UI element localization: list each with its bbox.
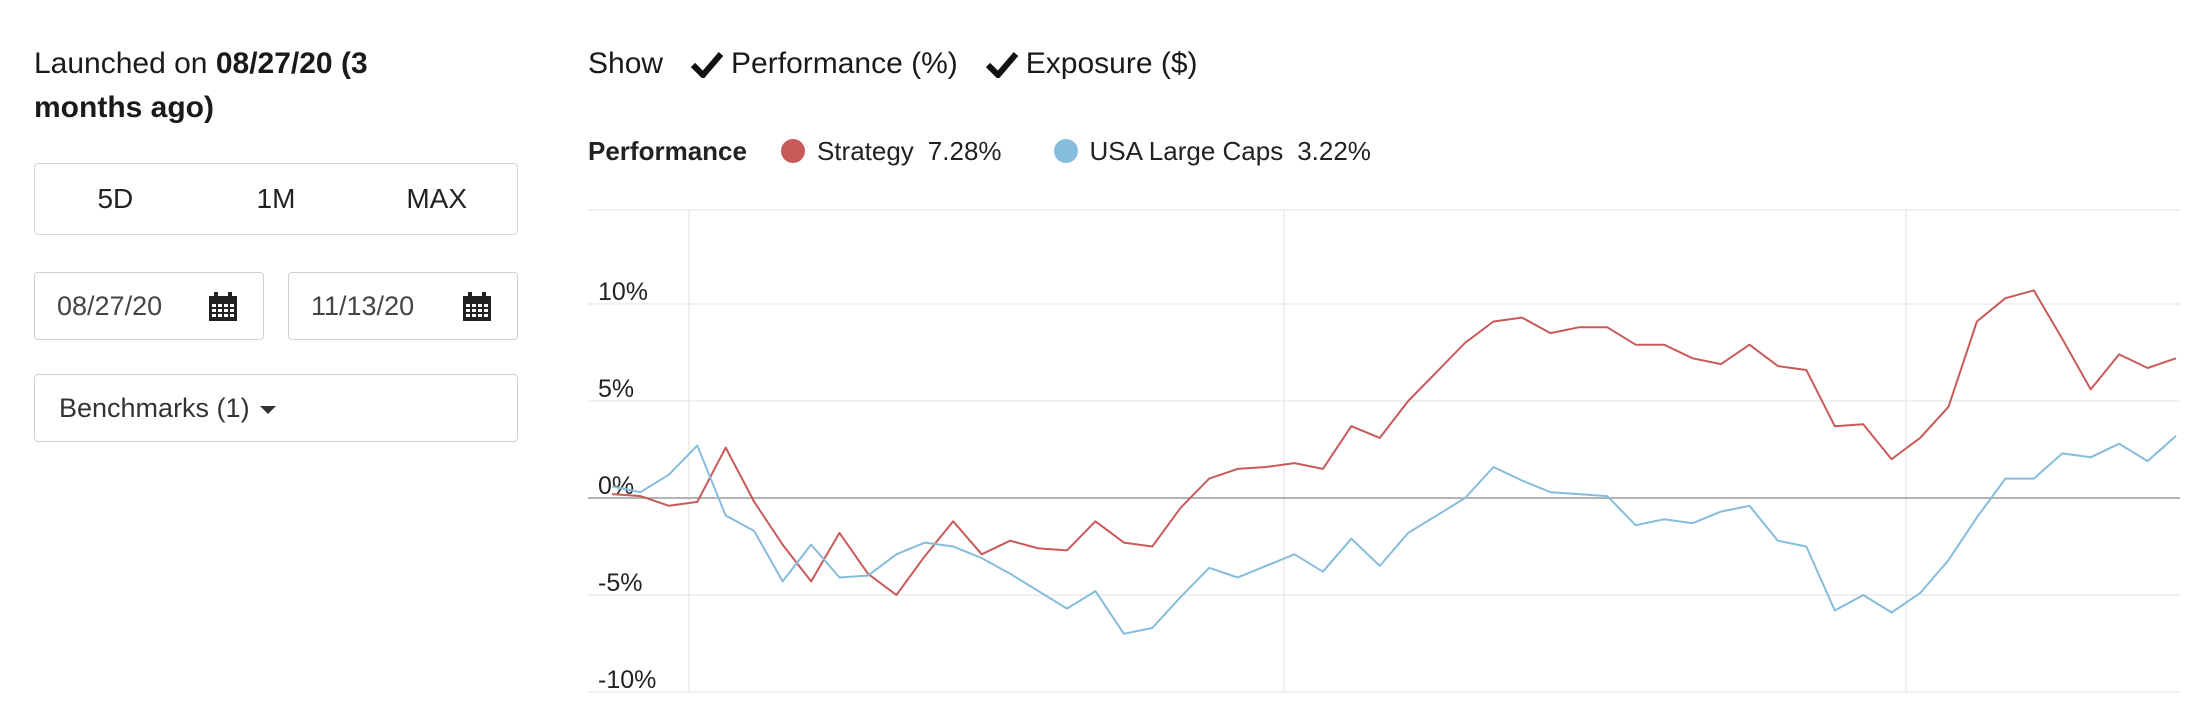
legend-name: USA Large Caps bbox=[1089, 135, 1284, 166]
range-max-button[interactable]: MAX bbox=[406, 183, 468, 214]
chart-legend: Performance Strategy 7.28% USA Large Cap… bbox=[588, 133, 1423, 169]
range-1m-button[interactable]: 1M bbox=[256, 183, 296, 214]
legend-dot-usa-large-caps bbox=[1053, 139, 1078, 163]
y-tick-label: 5% bbox=[598, 375, 634, 403]
legend-item-strategy[interactable]: Strategy 7.28% bbox=[780, 135, 1002, 167]
toggle-performance[interactable]: Performance (%) bbox=[691, 47, 958, 81]
y-tick-label: 10% bbox=[598, 278, 648, 306]
launch-info: Launched on 08/27/20 (3 months ago) bbox=[34, 42, 454, 130]
series-line-strategy bbox=[611, 289, 2177, 596]
calendar-icon[interactable] bbox=[461, 291, 493, 323]
end-date-field bbox=[288, 272, 518, 340]
launch-date: 08/27/20 (3 months ago) bbox=[34, 47, 368, 124]
series-line-usa-large-caps bbox=[611, 435, 2177, 635]
launch-prefix: Launched on bbox=[34, 47, 216, 80]
benchmarks-dropdown[interactable]: Benchmarks (1) bbox=[34, 374, 518, 442]
y-tick-label: -10% bbox=[598, 666, 656, 694]
show-toggles: Show Performance (%) Exposure ($) bbox=[588, 42, 1226, 86]
toggle-exposure[interactable]: Exposure ($) bbox=[985, 47, 1198, 81]
show-label: Show bbox=[588, 47, 664, 80]
start-date-field bbox=[34, 272, 264, 340]
legend-title: Performance bbox=[588, 135, 747, 166]
range-5d-button[interactable]: 5D bbox=[97, 183, 134, 214]
calendar-icon[interactable] bbox=[207, 291, 239, 323]
legend-value: 7.28% bbox=[927, 135, 1002, 166]
legend-value: 3.22% bbox=[1297, 135, 1371, 166]
caret-down-icon bbox=[259, 406, 276, 414]
legend-dot-strategy bbox=[780, 139, 805, 163]
range-button-group: 5D 1M MAX bbox=[34, 163, 518, 235]
checkmark-icon bbox=[985, 52, 1018, 78]
checkmark-icon bbox=[691, 52, 724, 78]
end-date-input[interactable] bbox=[311, 287, 429, 325]
legend-item-usa-large-caps[interactable]: USA Large Caps 3.22% bbox=[1053, 135, 1371, 167]
legend-name: Strategy bbox=[816, 135, 914, 166]
y-tick-label: -5% bbox=[598, 569, 642, 597]
start-date-input[interactable] bbox=[57, 287, 175, 325]
toggle-exposure-label: Exposure ($) bbox=[1025, 47, 1198, 80]
toggle-performance-label: Performance (%) bbox=[731, 47, 958, 80]
benchmarks-label: Benchmarks (1) bbox=[59, 392, 250, 423]
